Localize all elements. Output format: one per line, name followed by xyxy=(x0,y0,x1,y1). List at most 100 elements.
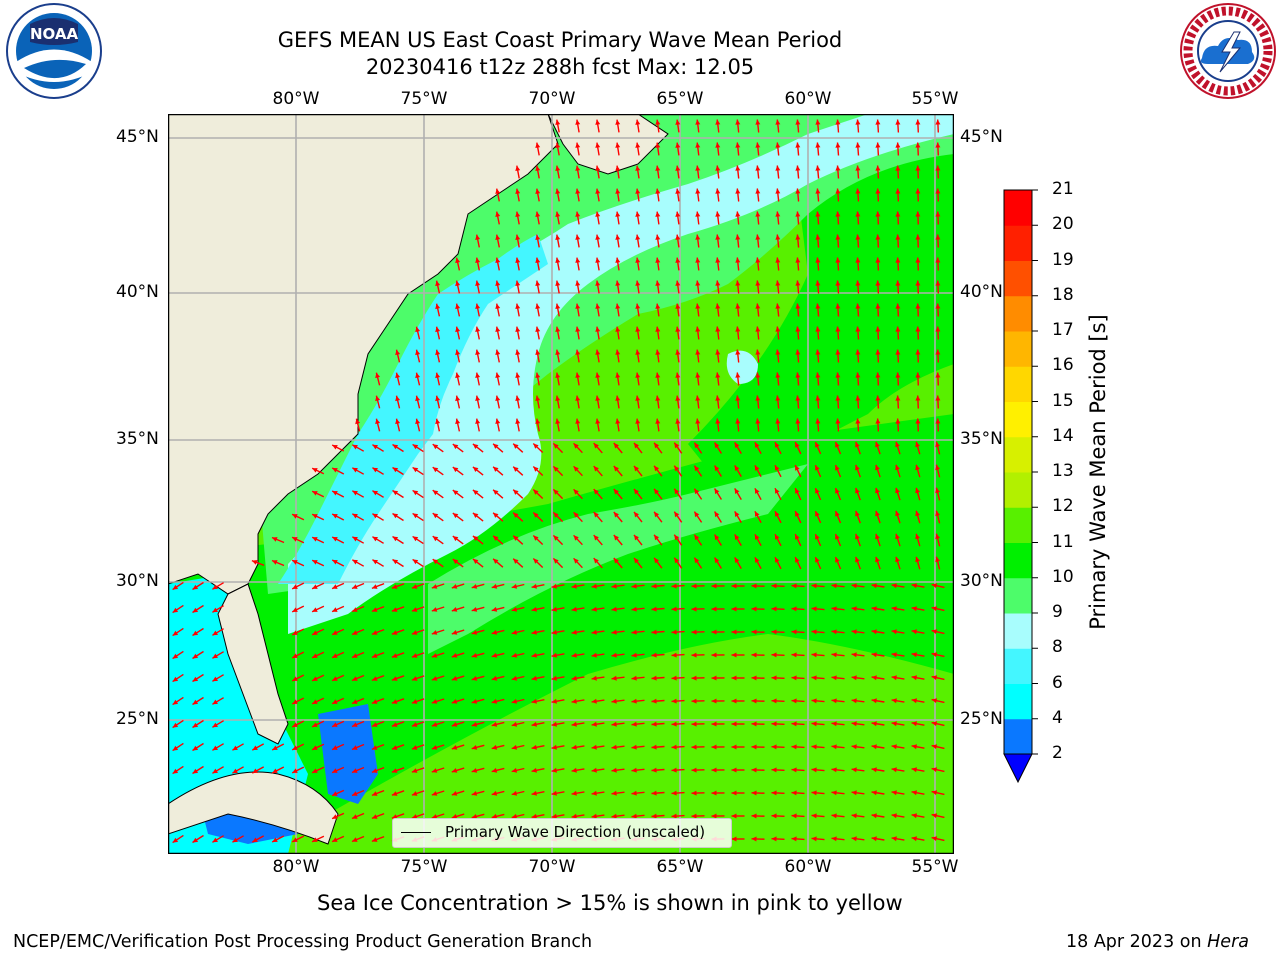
lon-label-bottom-75w: 75°W xyxy=(400,857,448,877)
wave-arrow-head xyxy=(212,630,218,636)
wave-arrow-head xyxy=(714,442,720,449)
wave-arrow-head xyxy=(515,349,521,355)
wave-arrow-head xyxy=(751,583,757,589)
wave-arrow-head xyxy=(312,537,318,542)
wave-arrow-head xyxy=(471,791,478,796)
colorbar-segment xyxy=(1004,190,1032,226)
wave-arrow-head xyxy=(551,583,557,589)
wave-arrow-head xyxy=(631,721,637,727)
wave-arrow-head xyxy=(531,767,537,773)
wave-arrow-head xyxy=(775,303,781,309)
wave-arrow-head xyxy=(655,326,661,332)
wave-arrow-head xyxy=(735,349,741,355)
wave-arrow-head xyxy=(775,442,780,448)
wave-arrow-head xyxy=(931,767,938,773)
wave-arrow-head xyxy=(754,511,760,517)
wave-arrow-head xyxy=(771,652,777,658)
wave-arrow-head xyxy=(695,326,701,332)
wave-arrow-head xyxy=(691,675,697,681)
wave-arrow-head xyxy=(553,489,559,495)
wave-arrow-head xyxy=(875,556,880,563)
wave-arrow-head xyxy=(795,119,801,125)
lon-label-top-80w: 80°W xyxy=(272,89,320,109)
wave-arrow-head xyxy=(871,836,877,842)
wave-arrow-head xyxy=(332,537,338,542)
wave-arrow-head xyxy=(352,699,358,704)
wave-arrow-head xyxy=(611,629,617,635)
wave-arrow-head xyxy=(935,349,941,355)
wave-arrow-head xyxy=(731,813,737,819)
wave-arrow-head xyxy=(655,395,661,401)
wave-arrow-head xyxy=(835,303,841,309)
wave-direction-arrows xyxy=(172,119,945,844)
wave-arrow-head xyxy=(835,395,841,401)
wave-arrow-head xyxy=(634,488,639,495)
wave-arrow-head xyxy=(735,119,741,125)
wave-arrow-head xyxy=(651,721,657,727)
wave-arrow-head xyxy=(675,119,681,125)
wave-arrow-head xyxy=(915,418,921,424)
colorbar-tick-label: 18 xyxy=(1052,284,1074,305)
wave-arrow-head xyxy=(855,349,861,355)
wave-arrow-head xyxy=(714,488,720,495)
wave-arrow-head xyxy=(715,142,721,148)
wave-arrow-head xyxy=(412,490,419,496)
wave-arrow-head xyxy=(915,234,921,240)
wave-arrow-head xyxy=(675,372,681,378)
wave-arrow-head xyxy=(755,119,761,125)
wave-arrow-head xyxy=(615,372,621,378)
wave-arrow-head xyxy=(915,533,920,540)
colorbar-label: Primary Wave Mean Period [s] xyxy=(1086,314,1110,630)
wave-arrow-head xyxy=(855,326,861,332)
wave-arrow-head xyxy=(571,721,577,727)
wave-arrow-head xyxy=(715,188,721,194)
wave-arrow-head xyxy=(915,372,921,378)
wave-arrow-head xyxy=(412,536,419,542)
wave-arrow-head xyxy=(535,211,541,217)
wave-arrow-head xyxy=(795,211,801,217)
wave-arrow-head xyxy=(371,584,378,589)
wave-arrow-head xyxy=(495,349,501,355)
wave-arrow-head xyxy=(694,534,700,541)
wave-arrow-head xyxy=(212,745,218,751)
wave-arrow-head xyxy=(631,790,637,796)
lat-label-left-30n: 30°N xyxy=(116,571,159,591)
wave-arrow-head xyxy=(875,119,881,125)
wave-arrow-head xyxy=(831,767,837,773)
wave-arrow-head xyxy=(731,721,737,727)
wave-arrow-head xyxy=(695,395,701,401)
wave-arrow-head xyxy=(372,490,378,496)
wave-arrow-head xyxy=(691,583,697,589)
wave-arrow-head xyxy=(871,629,877,635)
wave-arrow-head xyxy=(551,629,557,635)
wave-arrow-head xyxy=(192,837,199,843)
wave-arrow-head xyxy=(895,165,901,171)
wave-arrow-head xyxy=(695,303,701,309)
wave-arrow-head xyxy=(535,280,541,286)
wave-arrow-head xyxy=(455,303,461,310)
wave-arrow-head xyxy=(775,280,781,286)
wave-arrow-head xyxy=(695,349,701,355)
ocean-patch-period-8-9 xyxy=(726,350,758,384)
wave-arrow-head xyxy=(915,326,921,332)
wave-arrow-head xyxy=(515,234,521,240)
wave-arrow-head xyxy=(412,444,419,450)
wave-arrow-head xyxy=(515,257,521,263)
wave-arrow-head xyxy=(615,395,621,401)
wave-arrow-head xyxy=(891,698,897,704)
lat-label-left-45n: 45°N xyxy=(116,127,159,147)
wave-arrow-head xyxy=(495,188,501,194)
wave-arrow-head xyxy=(312,514,318,519)
wave-arrow-head xyxy=(555,326,561,332)
wave-arrow-head xyxy=(695,234,701,240)
wave-arrow-head xyxy=(635,188,641,194)
wave-arrow-head xyxy=(695,257,701,263)
wave-arrow-head xyxy=(391,630,398,635)
wave-arrow-head xyxy=(695,280,701,286)
wave-arrow-head xyxy=(531,698,537,704)
wave-arrow-head xyxy=(593,466,599,472)
wave-arrow-head xyxy=(435,280,441,287)
wave-arrow-head xyxy=(495,303,501,309)
wave-arrow-head xyxy=(935,188,941,194)
wave-arrow-head xyxy=(755,418,761,424)
